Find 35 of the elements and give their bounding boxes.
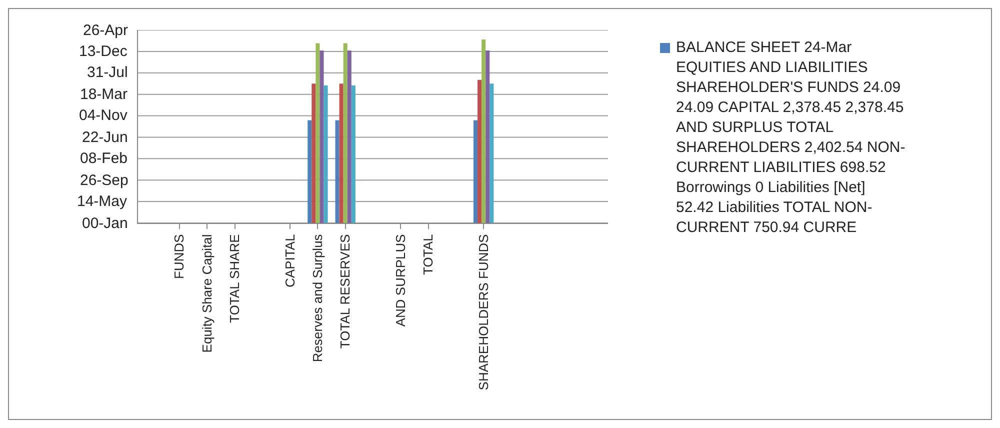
x-tick-label: TOTAL RESERVES [338, 234, 353, 349]
bar [339, 84, 344, 223]
bar [343, 43, 348, 223]
text: 00-Jan [82, 215, 128, 232]
bar [490, 84, 494, 223]
x-tick-label: CAPITAL [282, 234, 298, 288]
x-tick-label: TOTAL [420, 234, 436, 275]
text: 22-Jun [82, 129, 128, 146]
bar [335, 120, 340, 223]
bar [486, 50, 490, 223]
bar [324, 85, 328, 223]
text: 26-Sep [80, 172, 128, 189]
text: 13-Dec [79, 43, 128, 60]
x-tick-label: SHAREHOLDERS FUNDS [476, 234, 491, 390]
bar [351, 85, 356, 223]
text: 08-Feb [80, 150, 128, 167]
text: BALANCE SHEET 24-Mar EQUITIES AND LIABILITIES SHAREHOLDER'S FUNDS 24.09 24.09 CAPITAL 2,378.45 2,378.45 AND SURPLUS TOTAL SHAREHOLDERS 2,402.54 NON-CURRENT LIABILITIES 698.52 Borrowings 0 Liabilities [Net] 52.42 Liabilities TOTAL NON- CURRENT 750.94 CURRE [676, 39, 906, 236]
x-tick-label: AND SURPLUS [392, 234, 408, 327]
bar [312, 84, 316, 223]
bar [316, 43, 320, 223]
x-tick-label: FUNDS [172, 234, 187, 279]
x-tick-label: Reserves and Surplus [310, 234, 325, 362]
bar [478, 80, 482, 223]
text: 26-Apr [83, 22, 128, 39]
bar [347, 50, 352, 223]
bar [474, 120, 478, 223]
bar [320, 50, 324, 223]
x-tick-label: TOTAL SHARE [226, 234, 242, 323]
text: 14-May [77, 193, 128, 210]
text: 31-Jul [87, 64, 128, 81]
bar [482, 40, 486, 223]
text: 04-Nov [79, 107, 128, 124]
text: 18-Mar [80, 86, 128, 103]
x-tick-label: Equity Share Capital [199, 234, 214, 353]
bar [308, 120, 312, 223]
